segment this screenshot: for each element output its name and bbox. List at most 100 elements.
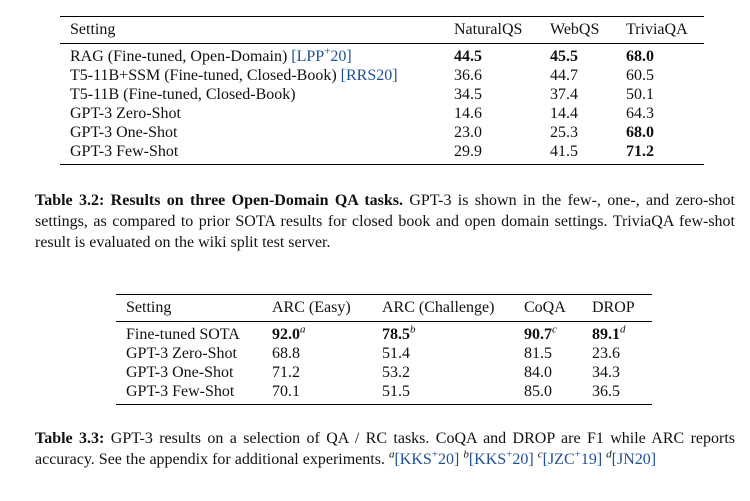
footnote-mark: a	[388, 448, 395, 461]
citation-link[interactable]: [RRS20]	[341, 67, 398, 84]
citation-end: 20]	[330, 48, 352, 65]
arc-challenge-value: 78.5	[382, 326, 410, 343]
caption-references: a[KKS+20] b[KKS+20] c[JZC+19] d[JN20]	[388, 448, 656, 468]
coqa-value: 81.5	[524, 345, 552, 362]
wq-cell: 41.5	[542, 142, 618, 165]
nq-cell: 36.6	[454, 67, 482, 84]
table-row: GPT-3 Zero-Shot 14.6 14.4 64.3	[60, 104, 704, 123]
footnote-mark: c	[537, 448, 543, 461]
citation-link[interactable]: [KKS+20]	[394, 448, 459, 468]
citation-text: [LPP	[291, 48, 325, 65]
table-row: Fine-tuned SOTA 92.0a 78.5b 90.7c 89.1d	[116, 321, 652, 344]
citation-sup: +	[506, 448, 513, 461]
footnote-mark: a	[300, 323, 306, 336]
drop-cell: 89.1d	[584, 321, 652, 344]
table-3-2-caption: Table 3.2: Results on three Open-Domain …	[35, 190, 735, 253]
table-row: GPT-3 One-Shot 71.2 53.2 84.0 34.3	[116, 363, 652, 382]
open-domain-qa-table: Setting NaturalQS WebQS TriviaQA RAG (Fi…	[60, 16, 704, 165]
arc-challenge-cell: 51.5	[374, 382, 516, 405]
table-row: RAG (Fine-tuned, Open-Domain) [LPP+20] 44…	[60, 43, 704, 66]
citation-text: [KKS	[468, 451, 507, 468]
wq-cell: 14.4	[550, 105, 578, 122]
column-header-webqs: WebQS	[542, 16, 618, 44]
setting-cell: GPT-3 One-Shot	[126, 364, 234, 381]
coqa-value: 84.0	[524, 364, 552, 381]
caption-label: Table 3.3:	[35, 430, 105, 447]
column-header-setting: Setting	[60, 16, 446, 44]
arc-challenge-value: 53.2	[382, 364, 410, 381]
setting-label: GPT-3 One-Shot	[70, 124, 178, 141]
citation-end: 20]	[512, 451, 534, 468]
table-row: GPT-3 Zero-Shot 68.8 51.4 81.5 23.6	[116, 344, 652, 363]
setting-cell: RAG (Fine-tuned, Open-Domain) [LPP+20]	[60, 43, 446, 66]
caption-text: GPT-3 is shown in the few-, one-, and ze…	[35, 192, 736, 251]
caption-text: GPT-3 results on a selection of QA / RC …	[35, 430, 735, 468]
table-row: GPT-3 Few-Shot 70.1 51.5 85.0 36.5	[116, 382, 652, 405]
setting-cell: GPT-3 Zero-Shot	[60, 104, 446, 123]
arc-challenge-cell: 51.4	[374, 344, 516, 363]
drop-value: 23.6	[592, 345, 620, 362]
citation-end: 19]	[580, 451, 603, 468]
drop-value: 34.3	[592, 364, 620, 381]
setting-label: T5-11B (Fine-tuned, Closed-Book)	[70, 86, 296, 103]
wq-cell: 44.7	[550, 67, 578, 84]
nq-cell: 44.5	[446, 43, 542, 66]
citation-text: [RRS20]	[340, 67, 398, 84]
footnote-mark: b	[410, 323, 416, 336]
citation-sup: +	[324, 45, 331, 58]
coqa-cell: 85.0	[516, 382, 584, 405]
table-row: T5-11B+SSM (Fine-tuned, Closed-Book) [RR…	[60, 66, 704, 85]
setting-label: T5-11B+SSM (Fine-tuned, Closed-Book)	[70, 67, 341, 84]
arc-challenge-cell: 53.2	[374, 363, 516, 382]
setting-cell: GPT-3 Few-Shot	[116, 382, 264, 405]
table-3-3-caption: Table 3.3: GPT-3 results on a selection …	[35, 428, 735, 470]
arc-easy-value: 71.2	[272, 364, 300, 381]
citation-link[interactable]: [LPP+20]	[291, 45, 352, 65]
drop-cell: 34.3	[584, 363, 652, 382]
footnote-mark: c	[552, 323, 557, 336]
tqa-cell: 50.1	[626, 86, 654, 103]
coqa-cell: 90.7c	[516, 321, 584, 344]
citation-sup: +	[574, 448, 581, 461]
tqa-cell: 64.3	[626, 105, 654, 122]
table-row: T5-11B (Fine-tuned, Closed-Book) 34.5 37.4…	[60, 85, 704, 104]
tqa-cell: 71.2	[618, 142, 704, 165]
setting-label: GPT-3 Zero-Shot	[70, 105, 181, 122]
citation-text: [KKS	[394, 451, 432, 468]
drop-value: 89.1	[592, 326, 620, 343]
coqa-cell: 81.5	[516, 344, 584, 363]
column-header-arc-challenge: ARC (Challenge)	[374, 294, 516, 322]
arc-easy-cell: 92.0a	[264, 321, 374, 344]
citation-text: [JZC	[542, 451, 575, 468]
setting-label: GPT-3 Few-Shot	[70, 143, 179, 160]
nq-cell: 23.0	[454, 124, 482, 141]
wq-cell: 45.5	[542, 43, 618, 66]
arc-challenge-value: 51.4	[382, 345, 410, 362]
drop-value: 36.5	[592, 383, 620, 400]
table-row: GPT-3 Few-Shot 29.9 41.5 71.2	[60, 142, 704, 165]
coqa-value: 90.7	[524, 326, 552, 343]
arc-easy-value: 70.1	[272, 383, 300, 400]
setting-label: RAG (Fine-tuned, Open-Domain)	[70, 48, 292, 65]
footnote-mark: d	[620, 323, 626, 336]
qa-rc-table: Setting ARC (Easy) ARC (Challenge) CoQA …	[116, 294, 652, 405]
column-header-setting: Setting	[116, 294, 264, 322]
drop-cell: 36.5	[584, 382, 652, 405]
citation-sup: +	[431, 448, 438, 461]
wq-cell: 37.4	[550, 86, 578, 103]
citation-link[interactable]: [KKS+20]	[468, 448, 534, 468]
footnote-mark: d	[606, 448, 612, 461]
caption-label: Table 3.2:	[35, 192, 105, 209]
caption-lead: Results on three Open-Domain QA tasks.	[110, 192, 404, 209]
citation-link[interactable]: [JZC+19]	[542, 448, 603, 468]
column-header-naturalqs: NaturalQS	[446, 16, 542, 44]
coqa-value: 85.0	[524, 383, 552, 400]
tqa-cell: 68.0	[618, 43, 704, 66]
tqa-cell: 68.0	[626, 124, 654, 141]
setting-cell: GPT-3 Few-Shot	[60, 142, 446, 165]
table-row: GPT-3 One-Shot 23.0 25.3 68.0	[60, 123, 704, 142]
setting-cell: GPT-3 Zero-Shot	[126, 345, 237, 362]
wq-cell: 25.3	[550, 124, 578, 141]
citation-link[interactable]: [JN20]	[612, 451, 656, 468]
arc-easy-cell: 71.2	[264, 363, 374, 382]
